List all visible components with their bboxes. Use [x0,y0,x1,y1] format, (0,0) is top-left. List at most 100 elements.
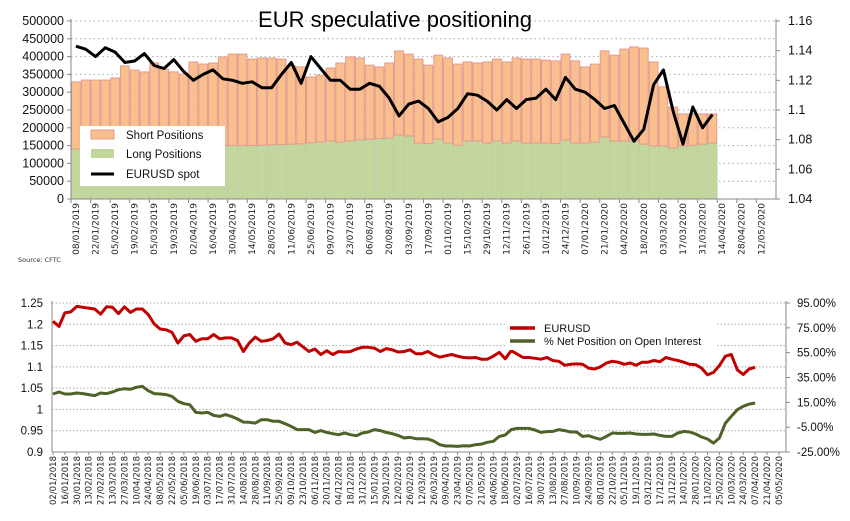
x-tick-label: 28/05/2019 [268,203,278,255]
x-tick-label: 25/06/2019 [307,203,317,255]
long-position-bar [374,138,385,200]
x-tick-label: 03/07/2018 [204,456,214,505]
long-position-bar [619,140,630,200]
long-position-bar [658,145,669,200]
x-tick-label: 12/05/2020 [757,203,767,255]
x-tick-label: 30/07/2019 [537,456,547,505]
top-chart-eurusd-line [75,44,714,146]
short-position-bar [599,50,610,138]
y-tick-label: 450000 [22,32,64,46]
long-position-bar [305,142,317,200]
short-position-bar [71,81,81,150]
x-tick-label: 03/12/2019 [644,456,654,505]
x-tick-label: 29/01/2019 [382,456,392,505]
long-position-bar [550,143,561,200]
x-tick-label: 28/08/2018 [251,456,261,505]
short-position-bar [462,61,473,142]
x-tick-label: 28/04/2020 [738,203,748,255]
x-tick-label: 23/04/2019 [454,456,464,505]
long-position-bar [501,142,512,200]
x-tick-label: 19/06/2018 [192,456,202,505]
y-tick-label: 1 [37,404,43,416]
top-chart-title: EUR speculative positioning [258,7,532,32]
x-tick-label: 14/08/2018 [239,456,249,505]
y-tick-label: 200000 [22,121,64,135]
long-position-bar [687,144,698,200]
x-tick-label: 17/09/2019 [424,203,434,255]
y-tick-label: 500000 [22,14,64,28]
y-tick-label: 0.95 [21,426,43,438]
x-tick-label: 23/10/2018 [299,456,309,505]
x-tick-label: 18/06/2019 [501,456,511,505]
x-tick-label: 30/01/2018 [73,456,83,505]
source-note: Source: CFTC [18,256,61,264]
legend-swatch-short [90,129,115,140]
x-tick-label: 09/07/2019 [326,203,336,255]
x-tick-label: 19/11/2019 [632,456,642,505]
x-tick-label: 24/12/2019 [561,203,571,255]
long-position-bar [638,143,649,200]
x-tick-label: 01/10/2019 [444,203,454,255]
x-tick-label: 29/10/2019 [483,203,493,255]
x-tick-label: 02/04/2019 [189,203,199,255]
short-position-bar [570,60,581,144]
short-position-bar [257,57,267,146]
y-tick-label: 1.2 [27,319,43,331]
y2-tick-label: 55.00% [797,348,836,360]
long-position-bar [599,136,610,200]
x-tick-label: 22/01/2019 [91,203,101,255]
y-tick-label: 100000 [22,156,64,170]
short-position-bar [345,56,355,142]
x-tick-label: 27/03/2018 [120,456,130,505]
eurusd-line [52,304,756,377]
bottom-chart-legend: EURUSD % Net Position on Open Interest [505,318,715,350]
long-position-bar [354,139,366,200]
long-position-bar [521,142,532,200]
long-position-bar [677,145,689,200]
x-tick-label: 11/06/2019 [287,203,297,255]
x-tick-label: 10/09/2019 [573,456,583,505]
x-tick-label: 22/10/2019 [608,456,618,505]
long-position-bar [511,140,522,200]
short-position-bar [638,47,649,145]
y2-tick-label: 75.00% [797,323,836,335]
x-tick-label: 22/05/2018 [168,456,178,505]
x-tick-label: 03/09/2019 [405,203,415,255]
short-position-bar [580,66,590,144]
legend-label-long: Long Positions [126,149,202,161]
short-position-bar [335,62,346,143]
long-position-bar [344,140,356,200]
y2-tick-label: 1.1 [788,103,805,117]
x-tick-label: 08/01/2019 [72,203,82,255]
long-position-bar [462,140,473,200]
y2-tick-label: 1.16 [788,14,812,28]
y-tick-label: 350000 [22,67,64,81]
x-tick-label: 05/06/2018 [180,456,190,505]
long-position-bar [530,142,542,200]
x-tick-label: 24/03/2020 [739,456,749,505]
x-tick-label: 26/02/2019 [406,456,416,505]
short-position-bar [306,76,316,144]
long-position-bar [364,138,375,200]
x-tick-label: 02/01/2018 [49,456,59,505]
short-position-bar [354,57,365,141]
short-position-bar [364,64,375,140]
x-tick-label: 21/05/2019 [477,456,487,505]
long-position-bar [540,142,552,200]
x-tick-label: 04/02/2020 [620,203,630,255]
x-tick-label: 11/02/2020 [704,456,714,505]
x-tick-label: 27/02/2018 [97,456,107,505]
short-position-bar [374,66,385,139]
x-tick-label: 17/07/2018 [216,456,226,505]
long-position-bar [403,135,414,200]
x-tick-label: 20/11/2018 [323,456,333,505]
short-position-bar [492,58,502,142]
x-tick-label: 07/04/2020 [751,456,761,505]
x-tick-label: 12/02/2019 [394,456,404,505]
y2-tick-label: 1.12 [788,73,812,87]
short-position-bar [609,54,620,142]
x-tick-label: 15/10/2019 [464,203,474,255]
short-position-bar [227,53,238,147]
short-position-bar [452,63,463,146]
long-position-bar [560,139,571,200]
